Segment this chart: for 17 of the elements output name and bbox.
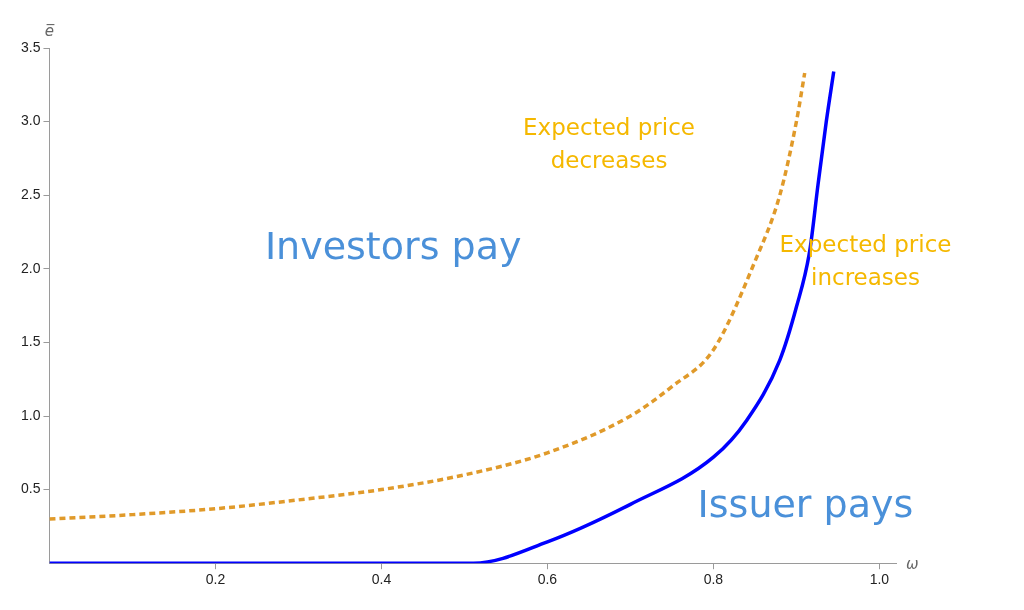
- y-axis-title: e̅: [44, 21, 56, 40]
- x-tick-label: 0.4: [371, 571, 392, 588]
- y-tick-label: 3.5: [20, 38, 41, 55]
- annotation: Expected price decreases: [523, 113, 695, 174]
- y-tick-label: 2.5: [20, 186, 41, 203]
- x-tick-label: 0.2: [205, 571, 226, 588]
- y-tick-label: 3.0: [20, 112, 41, 129]
- y-tick-label: 1.5: [20, 333, 41, 350]
- x-tick-label: 0.8: [703, 571, 724, 588]
- annotation: Investors pay: [264, 224, 522, 269]
- y-tick-label: 0.5: [20, 480, 41, 497]
- x-axis-title: ω: [906, 555, 919, 574]
- y-tick-label: 1.0: [20, 406, 41, 423]
- y-tick-label: 2.0: [20, 259, 41, 276]
- annotation: Issuer pays: [697, 481, 914, 526]
- x-tick-label: 0.6: [537, 571, 558, 588]
- x-tick-label: 1.0: [869, 571, 890, 588]
